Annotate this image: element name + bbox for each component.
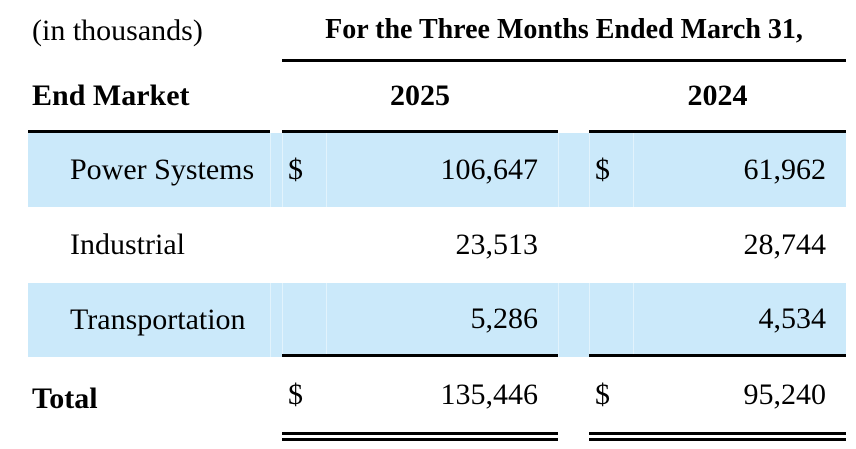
- column-header-2024: 2024: [589, 62, 847, 133]
- table-row-power-systems: Power Systems $ 106,647 $ 61,962: [28, 133, 847, 207]
- table-row-industrial: Industrial 23,513 28,744: [28, 207, 846, 283]
- gap-cell: [558, 207, 589, 283]
- period-header: For the Three Months Ended March 31,: [282, 0, 847, 62]
- currency-symbol: $: [282, 133, 326, 207]
- spacer-cell: [270, 357, 282, 441]
- currency-symbol: $: [589, 357, 633, 441]
- currency-symbol: $: [589, 133, 633, 207]
- row-label: Power Systems: [28, 133, 270, 207]
- table-row-total: Total $ 135,446 $ 95,240: [28, 357, 847, 441]
- column-header-row: End Market 2025 2024: [28, 62, 847, 133]
- gap-cell: [558, 62, 589, 133]
- end-market-header: End Market: [28, 62, 270, 133]
- row-label: Transportation: [28, 283, 270, 357]
- spacer-cell: [270, 207, 282, 283]
- gap-cell: [558, 133, 589, 207]
- total-label: Total: [32, 382, 98, 415]
- row-label: Industrial: [70, 228, 185, 261]
- spacer-cell: [270, 133, 282, 207]
- revenue-by-end-market-table: (in thousands) For the Three Months Ende…: [28, 0, 847, 441]
- currency-cell-empty: [282, 283, 326, 357]
- currency-cell-empty: [589, 283, 633, 357]
- gap-cell: [558, 357, 589, 441]
- units-label: (in thousands): [32, 14, 203, 47]
- value-2025: 23,513: [455, 228, 539, 261]
- value-2024: 61,962: [633, 133, 847, 207]
- table-row-transportation: Transportation 5,286 4,534: [28, 283, 847, 357]
- column-header-2025: 2025: [282, 62, 558, 133]
- currency-cell-empty: [282, 207, 326, 283]
- currency-cell-empty: [589, 207, 633, 283]
- spacer-cell: [270, 62, 282, 133]
- spacer-cell: [270, 283, 282, 357]
- total-value-2025: 135,446: [326, 357, 558, 441]
- gap-cell: [558, 283, 589, 357]
- spacer-cell: [270, 0, 282, 62]
- total-value-2024: 95,240: [633, 357, 847, 441]
- currency-symbol: $: [282, 357, 326, 441]
- value-2025: 5,286: [326, 283, 558, 357]
- value-2025: 106,647: [326, 133, 558, 207]
- period-header-row: (in thousands) For the Three Months Ende…: [28, 0, 847, 62]
- value-2024: 28,744: [743, 228, 827, 261]
- value-2024: 4,534: [633, 283, 847, 357]
